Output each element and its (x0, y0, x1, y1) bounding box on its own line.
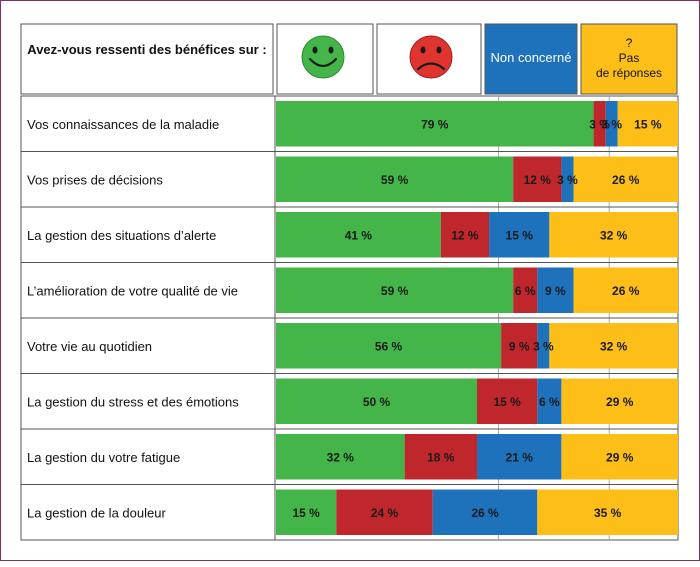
category-label: La gestion des situations d’alerte (27, 228, 216, 243)
data-label-non-concerne: 26 % (471, 506, 499, 520)
data-label-pas-de-reponses: 29 % (606, 395, 634, 409)
bar-non-concerne (537, 323, 550, 369)
bar-positive (276, 101, 594, 147)
category-label: Votre vie au quotidien (27, 339, 152, 354)
category-label: La gestion du stress et des émotions (27, 394, 239, 409)
data-label-non-concerne: 3 % (557, 173, 578, 187)
bar-negative (336, 489, 433, 535)
data-label-non-concerne: 6 % (539, 395, 560, 409)
bar-positive (276, 212, 441, 258)
bar-non-concerne (489, 212, 550, 258)
data-label-positive: 79 % (421, 117, 449, 131)
data-label-pas-de-reponses: 32 % (600, 339, 628, 353)
legend-non-concerne-cell (484, 23, 578, 95)
data-label-negative: 18 % (427, 450, 455, 464)
bar-negative (593, 101, 606, 147)
bar-non-concerne (432, 489, 538, 535)
bar-positive (276, 378, 477, 424)
data-label-positive: 59 % (381, 173, 409, 187)
bar-negative (513, 156, 562, 202)
bar-non-concerne (537, 267, 574, 313)
category-label: La gestion de la douleur (27, 505, 166, 520)
question-cell (20, 23, 274, 95)
bar-positive (276, 156, 514, 202)
bar-pas-de-reponses (573, 267, 678, 313)
data-label-positive: 41 % (345, 228, 373, 242)
data-label-pas-de-reponses: 32 % (600, 228, 628, 242)
data-label-pas-de-reponses: 15 % (634, 117, 662, 131)
bar-pas-de-reponses (617, 101, 678, 147)
sad-face-icon (409, 35, 453, 79)
bar-pas-de-reponses (549, 323, 678, 369)
data-label-positive: 50 % (363, 395, 391, 409)
bar-pas-de-reponses (561, 378, 678, 424)
data-label-non-concerne: 3 % (533, 339, 554, 353)
bar-positive (276, 267, 514, 313)
bar-non-concerne (477, 434, 562, 480)
data-label-pas-de-reponses: 35 % (594, 506, 622, 520)
question-text: Avez-vous ressenti des bénéfices sur : (27, 42, 266, 57)
data-label-positive: 59 % (381, 284, 409, 298)
data-label-non-concerne: 3 % (601, 117, 622, 131)
bar-negative (501, 323, 538, 369)
bar-pas-de-reponses (573, 156, 678, 202)
category-label: L’amélioration de votre qualité de vie (27, 283, 238, 298)
bar-pas-de-reponses (537, 489, 678, 535)
data-label-negative: 3 % (589, 117, 610, 131)
data-label-non-concerne: 21 % (506, 450, 534, 464)
bar-positive (276, 489, 337, 535)
data-label-negative: 12 % (524, 173, 552, 187)
data-label-negative: 9 % (509, 339, 530, 353)
bar-positive (276, 434, 405, 480)
data-label-positive: 56 % (375, 339, 403, 353)
bar-negative (404, 434, 477, 480)
data-label-pas-de-reponses: 26 % (612, 284, 640, 298)
legend-de-reponses-label: de réponses (596, 66, 662, 80)
data-label-pas-de-reponses: 29 % (606, 450, 634, 464)
chart-rows: Vos connaissances de la maladie 79 % 3 %3 … (20, 95, 679, 541)
bar-negative (440, 212, 490, 258)
data-label-pas-de-reponses: 26 % (612, 173, 640, 187)
bar-non-concerne (537, 378, 562, 424)
bar-negative (513, 267, 538, 313)
bar-pas-de-reponses (561, 434, 678, 480)
data-label-negative: 15 % (493, 395, 521, 409)
category-label: La gestion du votre fatigue (27, 450, 180, 465)
data-label-negative: 12 % (451, 228, 479, 242)
happy-face-icon (301, 35, 345, 79)
bar-pas-de-reponses (549, 212, 678, 258)
legend-question-mark: ? (626, 36, 633, 50)
data-label-positive: 15 % (292, 506, 320, 520)
data-label-non-concerne: 9 % (545, 284, 566, 298)
data-label-negative: 24 % (371, 506, 399, 520)
bar-non-concerne (605, 101, 618, 147)
legend-non-concerne-label: Non concerné (491, 50, 572, 65)
legend-pas-de-reponses-cell (580, 23, 678, 95)
category-label: Vos prises de décisions (27, 172, 163, 187)
bar-non-concerne (561, 156, 574, 202)
data-label-positive: 32 % (327, 450, 355, 464)
bar-negative (477, 378, 538, 424)
legend-pas-label: Pas (619, 51, 640, 65)
data-label-non-concerne: 15 % (506, 228, 534, 242)
category-label: Vos connaissances de la maladie (27, 117, 219, 132)
bar-positive (276, 323, 502, 369)
data-label-negative: 6 % (515, 284, 536, 298)
